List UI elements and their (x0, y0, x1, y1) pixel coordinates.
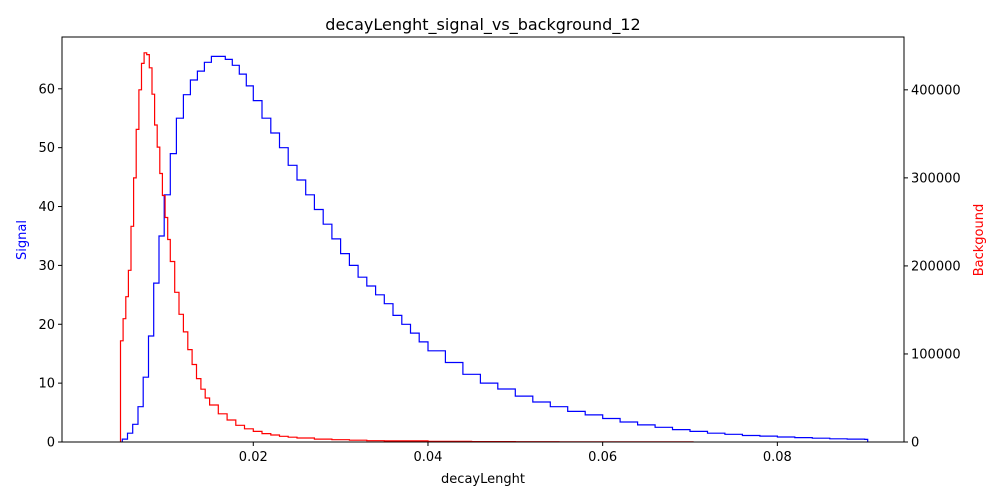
x-tick-label: 0.04 (413, 450, 442, 465)
y-left-tick-label: 30 (38, 259, 55, 274)
x-axis-label: decayLenght (441, 472, 525, 487)
y-left-tick-label: 40 (38, 200, 55, 215)
x-tick-label: 0.06 (588, 450, 617, 465)
y-right-tick-label: 400000 (911, 83, 961, 98)
y-left-tick-label: 10 (38, 377, 55, 392)
y-left-tick-label: 50 (38, 141, 55, 156)
x-tick-label: 0.02 (239, 450, 268, 465)
series-line-signal (121, 55, 869, 442)
y-right-tick-label: 100000 (911, 347, 961, 362)
series-line-backgound (119, 52, 694, 443)
chart-title: decayLenght_signal_vs_background_12 (325, 15, 640, 35)
x-tick-label: 0.08 (763, 450, 792, 465)
y-left-tick-label: 20 (38, 318, 55, 333)
y-axis-left-label: Signal (15, 220, 30, 260)
plot-area: 0.02 0.04 0.06 0.08 0 10 20 30 40 50 60 0 100000 2000… (38, 36, 961, 465)
plot-frame (61, 36, 905, 443)
y-axis-right-label: Backgound (972, 204, 987, 277)
y-right-tick-label: 200000 (911, 259, 961, 274)
y-right-tick-label: 300000 (911, 171, 961, 186)
y-left-tick-label: 0 (47, 436, 55, 451)
y-left-tick-label: 60 (38, 82, 55, 97)
y-right-tick-label: 0 (911, 436, 919, 451)
